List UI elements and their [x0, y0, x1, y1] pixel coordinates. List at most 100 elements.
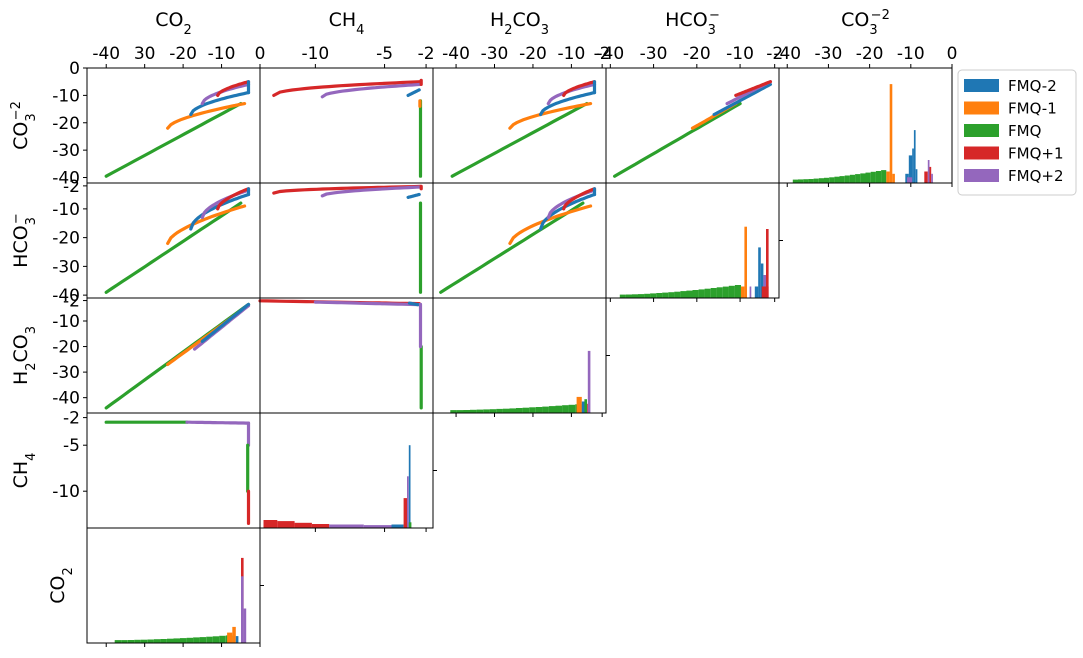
histogram-bar — [680, 291, 687, 298]
histogram-bar — [818, 178, 824, 183]
series-curve-fmqminus1-HCO3-vs-H2CO3 — [508, 204, 593, 245]
histogram-bar — [121, 640, 128, 643]
histogram-bar — [710, 288, 717, 298]
histogram-bar — [929, 166, 932, 183]
histogram-bar — [502, 408, 510, 413]
top-tick-label: -2 — [766, 44, 783, 64]
left-tick-label: -20 — [52, 338, 80, 358]
histogram-bar — [483, 409, 490, 413]
legend-swatch — [964, 101, 999, 115]
legend-label: FMQ-2 — [1008, 77, 1057, 95]
row-label-CH4: CH4 — [10, 453, 39, 489]
top-tick-label: -40 — [92, 44, 120, 64]
histogram-bar — [153, 639, 161, 643]
histogram-bar — [463, 410, 470, 413]
top-tick-label: -20 — [519, 44, 547, 64]
histogram-bar — [927, 160, 930, 183]
histogram-bar — [476, 409, 484, 413]
histogram-bar — [206, 636, 213, 643]
top-tick-label: -20 — [856, 44, 884, 64]
left-tick-label: -40 — [52, 286, 80, 306]
series-curve-fmqminus1-HCO3-vs-CO2 — [166, 204, 247, 245]
histogram-bar — [674, 291, 681, 298]
left-tick-label: -10 — [52, 482, 80, 502]
series-curve-fmqminus2-HCO3-vs-CO2 — [189, 192, 251, 231]
histogram-bar — [924, 171, 928, 183]
histogram-bar — [656, 293, 663, 298]
histogram-bar — [913, 130, 916, 183]
histogram-bar — [803, 179, 809, 183]
histogram-bar — [844, 175, 850, 183]
top-tick-label: -40 — [442, 44, 470, 64]
top-tick-label: 30 — [134, 44, 156, 64]
histogram-bar — [860, 173, 866, 183]
top-tick-label: -2 — [594, 44, 611, 64]
histogram-bar — [849, 174, 856, 183]
histogram-bar — [892, 173, 895, 183]
histogram-bar — [277, 521, 295, 528]
series-curve-fmqplus1-CO3-vs-CO2 — [216, 80, 251, 97]
top-tick-label: 0 — [947, 44, 958, 64]
histogram-bar — [408, 445, 411, 528]
series-curve-fmqplus2-HCO3-vs-CH4 — [320, 185, 423, 198]
top-tick-label: -10 — [726, 44, 754, 64]
histogram-bar — [263, 520, 278, 529]
series-curve-fmq-CO3-vs-HCO3 — [613, 102, 742, 178]
series-curve-fmqminus2-H2CO3-vs-CH4 — [407, 301, 420, 307]
histogram-bar — [127, 640, 135, 643]
histogram-bar — [180, 638, 187, 643]
column-header-H2CO3: H2CO3 — [490, 9, 549, 38]
left-tick-label: -2 — [63, 292, 80, 312]
histogram-bar — [522, 407, 530, 413]
histogram-bar — [509, 408, 517, 413]
histogram-bar — [915, 169, 918, 183]
top-tick-label: -40 — [596, 44, 624, 64]
histogram-bar — [839, 176, 845, 183]
histogram-bar — [912, 148, 914, 183]
histogram-bar — [147, 639, 154, 643]
column-header-CO3: CO3−2 — [841, 8, 890, 38]
histogram-bar — [865, 172, 871, 183]
histogram-bar — [562, 405, 569, 413]
left-tick-label: -30 — [52, 363, 80, 383]
series-curve-fmq-HCO3-vs-H2CO3 — [439, 201, 585, 294]
panel-frame-CH4-vs-CO2 — [86, 412, 261, 529]
series-curve-fmqplus2-CO3-vs-CH4 — [320, 82, 423, 99]
histogram-bar — [167, 638, 174, 643]
histogram-bar — [907, 177, 913, 184]
row-label-CO3: CO3−2 — [9, 101, 39, 150]
histogram-bar — [329, 524, 364, 528]
series-curve-fmqplus2-H2CO3-vs-CH4 — [313, 300, 421, 307]
top-tick-label: -20 — [683, 44, 711, 64]
histogram-bar — [232, 626, 236, 643]
histogram-bar — [870, 171, 876, 183]
series-curve-fmqplus1-CO3-vs-HCO3 — [734, 80, 772, 97]
histogram-bar — [716, 287, 723, 298]
top-tick-label: -30 — [481, 44, 509, 64]
series-curve-fmqplus1-HCO3-vs-CO2 — [216, 187, 251, 211]
histogram-bar — [740, 286, 745, 298]
top-tick-label: -2 — [418, 44, 435, 64]
histogram-bar — [813, 178, 819, 183]
histogram-bar — [722, 286, 729, 298]
panel-frame-HCO3-vs-HCO3 — [605, 182, 780, 299]
histogram-bar — [134, 639, 141, 643]
top-tick-label: -10 — [208, 44, 236, 64]
histogram-bar — [686, 290, 693, 298]
left-tick-label: -40 — [52, 389, 80, 409]
histogram-bar — [160, 639, 167, 643]
series-curve-fmqminus2-CO3-vs-CH4 — [406, 88, 421, 97]
top-tick-label: -10 — [558, 44, 586, 64]
histogram-bar — [758, 247, 761, 298]
histogram-bar — [766, 229, 769, 298]
legend-swatch — [964, 124, 999, 137]
histogram-bar — [568, 404, 576, 413]
histogram-bar — [450, 410, 457, 413]
histogram-bar — [668, 292, 675, 298]
histogram-bar — [212, 636, 220, 643]
histogram-bar — [311, 524, 330, 528]
histogram-bar — [199, 637, 207, 643]
histogram-bar — [456, 410, 464, 413]
histogram-bar — [889, 84, 893, 183]
series-curve-fmqplus1-CO3-vs-CH4 — [272, 80, 423, 97]
